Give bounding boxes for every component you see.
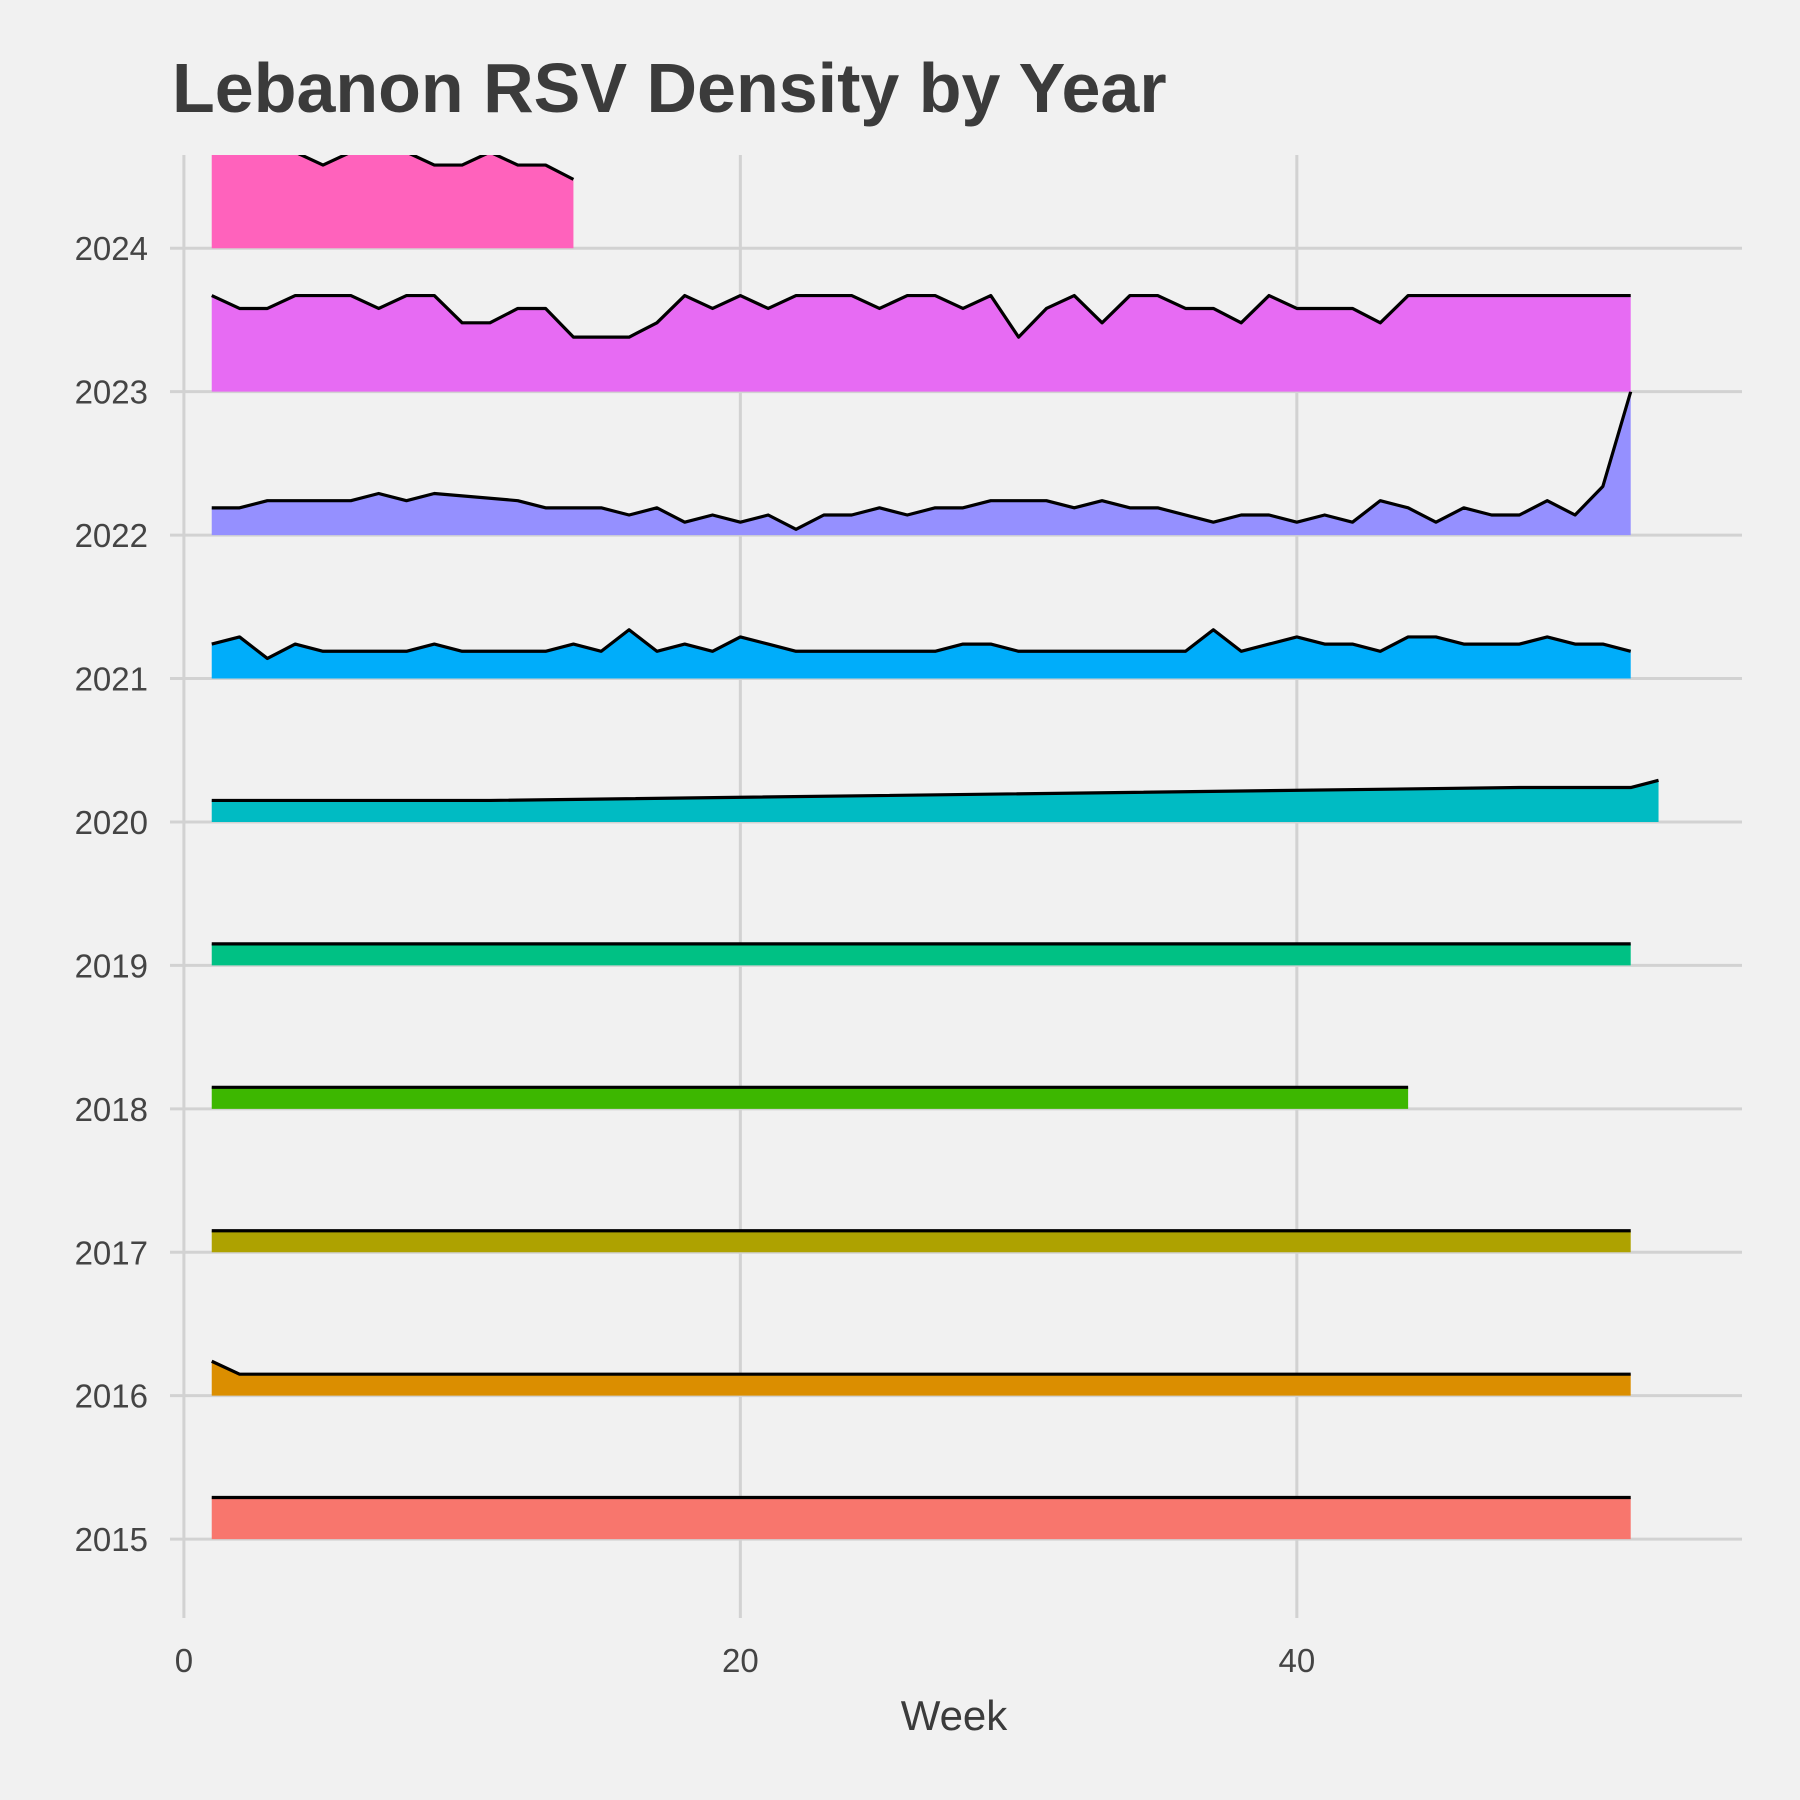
y-tick-label: 2017 xyxy=(75,1234,148,1271)
x-tick-label: 0 xyxy=(175,1642,193,1679)
ridge-area-2021 xyxy=(211,629,1631,679)
ridge-outline-2024 xyxy=(297,155,575,181)
ridge-outline-2016 xyxy=(211,1359,1631,1376)
y-axis-tick-labels: 2015 2016 2017 2018 2019 2020 2021 2022 2023 2024 xyxy=(75,230,148,1558)
x-axis-tick-labels: 0 20 40 xyxy=(175,1642,1315,1679)
ridge-outline-2023 xyxy=(211,293,1631,339)
y-tick-label: 2020 xyxy=(75,804,148,841)
ridge-area-2018 xyxy=(211,1087,1409,1109)
y-tick-label: 2022 xyxy=(75,517,148,554)
y-tick-label: 2021 xyxy=(75,661,148,698)
ridge-2019 xyxy=(211,942,1631,966)
ridge-2016 xyxy=(211,1359,1631,1396)
ridge-2018 xyxy=(211,1085,1409,1109)
y-tick-label: 2024 xyxy=(75,230,148,267)
chart-title: Lebanon RSV Density by Year xyxy=(172,49,1167,127)
x-axis-title: Week xyxy=(901,1692,1009,1739)
ridge-area-2015 xyxy=(211,1497,1631,1540)
ridge-2015 xyxy=(211,1495,1631,1540)
ridge-area-2023 xyxy=(211,295,1631,392)
ridge-outline-2020 xyxy=(211,778,1659,803)
plot-area xyxy=(211,155,1659,1540)
ridge-2024 xyxy=(211,155,575,249)
y-tick-label: 2019 xyxy=(75,947,148,984)
x-tick-label: 20 xyxy=(722,1642,759,1679)
y-tick-label: 2023 xyxy=(75,374,148,411)
ridge-area-2016 xyxy=(211,1361,1631,1396)
ridge-area-2024 xyxy=(211,155,574,249)
x-tick-label: 40 xyxy=(1278,1642,1315,1679)
ridge-outline-2022 xyxy=(211,391,1633,531)
ridge-area-2022 xyxy=(211,391,1631,536)
y-tick-label: 2016 xyxy=(75,1378,148,1415)
y-tick-label: 2015 xyxy=(75,1521,148,1558)
ridge-area-2017 xyxy=(211,1230,1631,1253)
ridge-2023 xyxy=(211,293,1631,392)
ridge-2022 xyxy=(211,391,1633,536)
ridge-outline-2021 xyxy=(211,628,1632,661)
ridge-area-2019 xyxy=(211,943,1631,966)
ridge-2021 xyxy=(211,628,1632,679)
ridge-2020 xyxy=(211,778,1659,822)
ridge-2017 xyxy=(211,1229,1631,1253)
y-tick-label: 2018 xyxy=(75,1091,148,1128)
